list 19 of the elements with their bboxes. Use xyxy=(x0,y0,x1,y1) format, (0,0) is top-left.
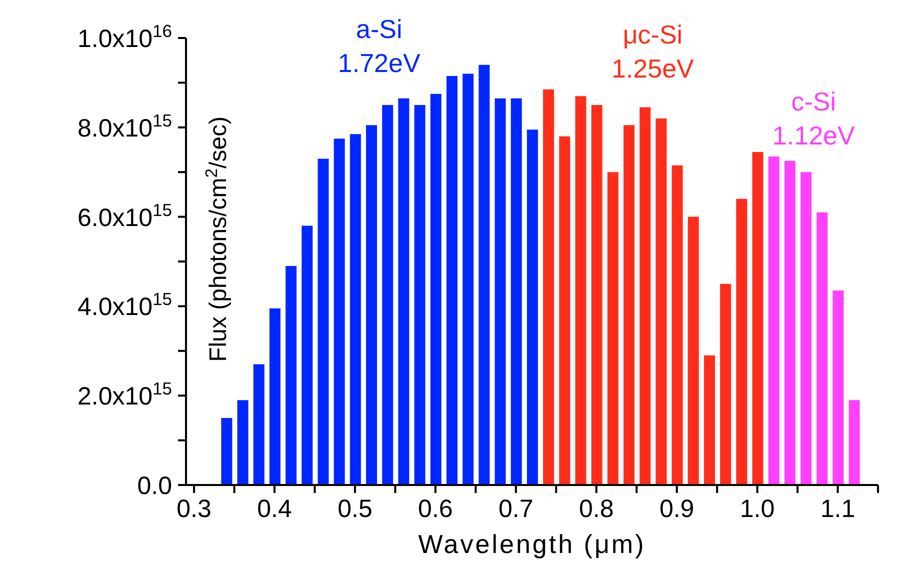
y-tick-label: 0.0 xyxy=(137,472,172,500)
x-axis-title: Wavelength (μm) xyxy=(418,529,646,559)
x-tick-label: 0.9 xyxy=(659,495,694,523)
y-tick-label: 2.0x10$^{15}$ xyxy=(77,378,172,411)
x-tick-label: 0.6 xyxy=(418,495,453,523)
x-tick-label: 0.4 xyxy=(257,495,292,523)
x-tick-label: 0.5 xyxy=(338,495,372,523)
y-tick-label: 6.0x10$^{15}$ xyxy=(77,200,172,232)
y-tick-label: 4.0x10$^{15}$ xyxy=(77,289,172,322)
x-tick-label: 0.3 xyxy=(176,495,212,523)
x-tick-label: 0.7 xyxy=(498,495,534,523)
series-label: c-Si 1.12eV xyxy=(772,86,856,150)
series-label: a-Si 1.72eV xyxy=(338,14,421,78)
y-tick-label: 1.0x10$^{16}$ xyxy=(77,21,172,53)
y-tick-label: 8.0x10$^{15}$ xyxy=(77,110,172,142)
x-tick-label: 1.0 xyxy=(740,495,775,523)
x-tick-label: 0.8 xyxy=(578,495,614,523)
x-tick-label: 1.1 xyxy=(820,495,856,523)
series-label: μc-Si 1.25eV xyxy=(611,19,695,84)
